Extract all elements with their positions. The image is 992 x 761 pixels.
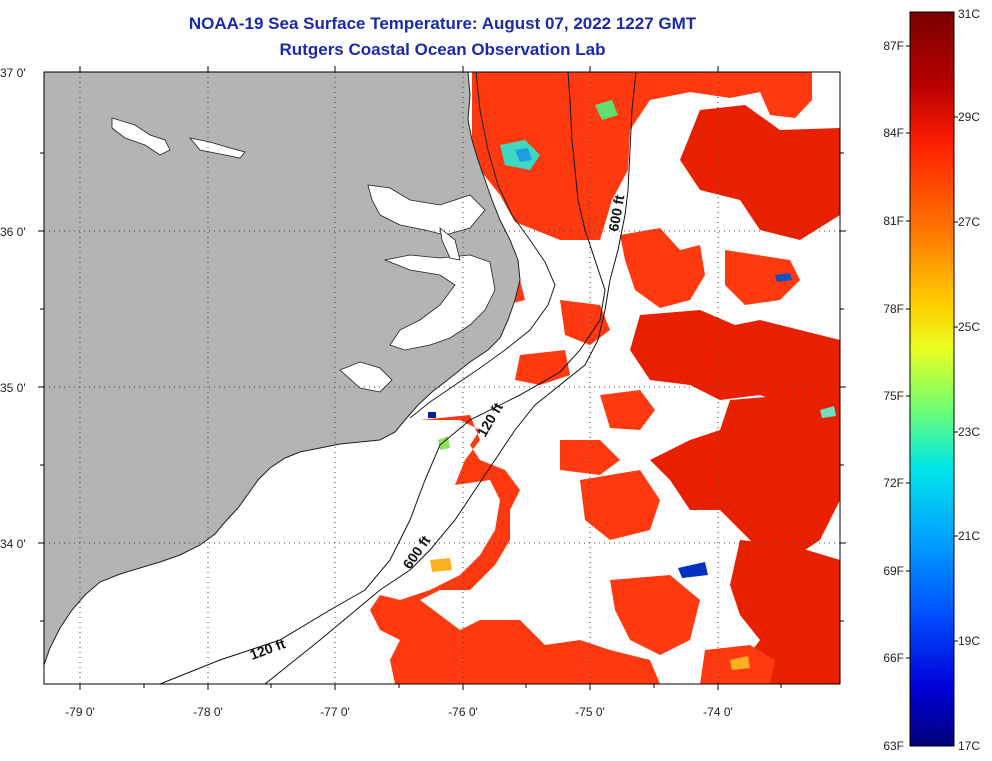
sst-patch [370, 415, 660, 684]
lon-label: -77 0' [320, 705, 350, 719]
colorbar-c-label: 25C [958, 320, 980, 334]
sst-patch-cool [515, 148, 532, 162]
sst-patch-cool [428, 412, 436, 418]
sst-patch-cool [730, 656, 750, 670]
colorbar-f-label: 72F [883, 476, 904, 490]
sst-patch [650, 395, 840, 560]
map-title: NOAA-19 Sea Surface Temperature: August … [188, 14, 697, 33]
colorbar-scale [909, 11, 955, 747]
river-water [111, 117, 171, 156]
sst-patch-cool [820, 406, 836, 418]
sst-patch [680, 105, 840, 240]
sst-patch [515, 350, 570, 385]
map-area: 120 ft 120 ft 600 ft 600 ft [44, 72, 840, 684]
sst-patch [725, 250, 800, 305]
sound-water [367, 184, 486, 236]
sst-patch [560, 300, 610, 345]
isobaths [159, 72, 637, 684]
map-frame [43, 71, 841, 685]
colorbar-f-label: 63F [883, 739, 904, 753]
lon-label: -78 0' [193, 705, 223, 719]
sst-patch-cool [678, 562, 708, 578]
sound-water [339, 361, 393, 393]
map-subtitle: Rutgers Coastal Ocean Observation Lab [279, 40, 606, 59]
lat-label: 36 0' [0, 225, 26, 239]
sst-patch [580, 470, 660, 540]
sst-patch [610, 575, 700, 655]
colorbar-f-label: 69F [883, 564, 904, 578]
colorbar-c-label: 17C [958, 739, 980, 753]
sst-patch [600, 390, 655, 430]
sst-patch [472, 72, 812, 240]
lat-label: 34 0' [0, 537, 26, 551]
sound-water [383, 254, 496, 351]
axis-ticks [38, 66, 846, 690]
colorbar-c-label: 31C [958, 7, 980, 21]
sst-patch-cool [775, 273, 792, 282]
colorbar-f-label: 81F [883, 214, 904, 228]
sst-patch-cool [595, 100, 618, 120]
river-water [439, 227, 461, 261]
colorbar-c-label: 21C [958, 529, 980, 543]
colorbar-c-label: 23C [958, 425, 980, 439]
inland-water [111, 117, 496, 393]
sst-patches [370, 72, 840, 684]
sst-patch-cool [430, 558, 452, 572]
lat-label: 35 0' [0, 381, 26, 395]
lon-label: -74 0' [703, 705, 733, 719]
colorbar-f-label: 66F [883, 651, 904, 665]
temperature-colorbar: 87F 84F 81F 78F 75F 72F 69F 66F 63F 31C … [883, 7, 980, 753]
sst-patch [620, 228, 705, 308]
colorbar-c-label: 19C [958, 634, 980, 648]
sst-patch [730, 540, 840, 684]
lon-label: -76 0' [448, 705, 478, 719]
barrier-island [409, 72, 556, 419]
isobath-600-line [264, 72, 637, 684]
sst-patch [630, 310, 840, 420]
lon-label: -75 0' [575, 705, 605, 719]
colorbar-c-label: 29C [958, 110, 980, 124]
lon-label: -79 0' [65, 705, 95, 719]
colorbar-f-label: 84F [883, 126, 904, 140]
river-water [188, 137, 246, 159]
colorbar-f-label: 87F [883, 39, 904, 53]
isobath-120-line [159, 72, 606, 684]
graticule [44, 72, 840, 684]
lat-label: 37 0' [0, 66, 26, 80]
isobath-600-label-north: 600 ft [605, 193, 627, 232]
colorbar-f-label: 75F [883, 389, 904, 403]
colorbar-c-label: 27C [958, 215, 980, 229]
colorbar-f-label: 78F [883, 302, 904, 316]
